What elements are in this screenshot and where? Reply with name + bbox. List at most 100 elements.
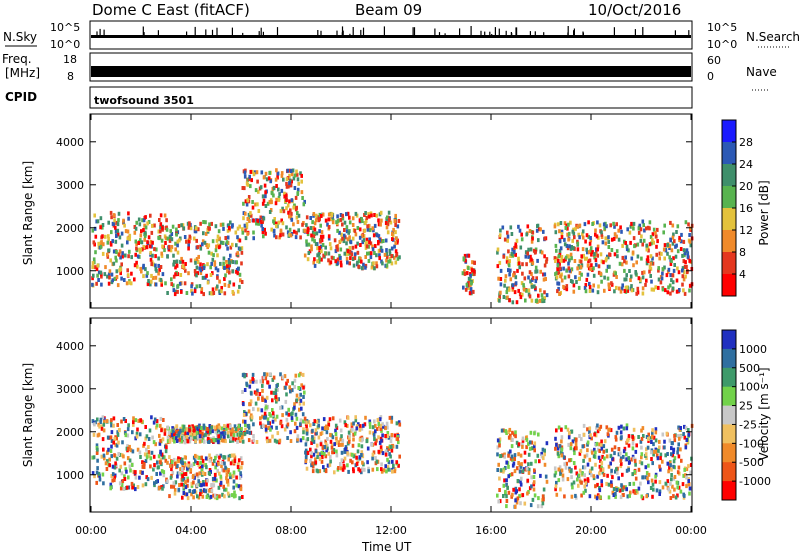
velocity-cell <box>609 461 612 466</box>
velocity-cell <box>139 455 142 459</box>
power-cell <box>264 171 268 176</box>
velocity-cell <box>131 449 135 454</box>
power-cell <box>243 223 247 228</box>
velocity-cell <box>530 461 533 466</box>
velocity-cell <box>611 456 614 461</box>
power-cell <box>216 234 220 239</box>
power-cell <box>555 275 559 280</box>
power-cell <box>120 243 124 248</box>
power-cell <box>577 285 581 290</box>
power-cell <box>258 218 262 223</box>
power-cell <box>176 283 180 288</box>
power-cell <box>334 259 337 264</box>
velocity-cell <box>92 455 96 460</box>
velocity-cell <box>516 479 520 483</box>
power-cell <box>310 233 313 238</box>
power-cell <box>149 282 152 287</box>
velocity-cell <box>513 469 517 474</box>
velocity-cell <box>278 438 282 443</box>
power-cell <box>471 260 474 265</box>
velocity-cell <box>385 421 389 426</box>
power-cell <box>390 254 393 258</box>
velocity-cell <box>350 422 354 427</box>
velocity-cell <box>676 485 679 490</box>
velocity-cell <box>155 419 159 424</box>
velocity-cell <box>208 424 212 428</box>
velocity-cell <box>377 424 381 429</box>
power-cell <box>285 194 288 199</box>
power-cell <box>93 242 96 247</box>
power-cell <box>509 254 512 258</box>
velocity-cell <box>152 440 156 445</box>
beam-title: Beam 09 <box>355 1 422 19</box>
velocity-cell <box>217 428 221 432</box>
power-cell <box>394 223 397 227</box>
velocity-cell <box>239 473 243 478</box>
velocity-cell <box>320 451 324 455</box>
velocity-cell <box>188 428 191 433</box>
velocity-cell <box>302 430 305 435</box>
velocity-cell <box>335 453 339 458</box>
velocity-cell <box>114 442 117 447</box>
power-cell <box>654 285 657 290</box>
power-cell <box>229 245 233 250</box>
power-cell <box>151 223 154 228</box>
power-cell <box>589 238 593 243</box>
power-cell <box>170 245 174 249</box>
power-cell <box>145 273 149 278</box>
power-cell <box>229 220 232 225</box>
velocity-cell <box>651 461 654 466</box>
velocity-cell <box>218 425 221 430</box>
velocity-cell <box>252 438 255 443</box>
power-cell <box>270 200 273 205</box>
power-cell <box>318 229 321 234</box>
velocity-cell <box>360 467 364 472</box>
velocity-cell <box>518 487 521 492</box>
power-cell <box>637 276 641 281</box>
power-cell <box>159 213 163 218</box>
velocity-cell <box>671 453 675 458</box>
velocity-colorbar-swatch <box>722 330 736 350</box>
power-cell <box>174 265 177 270</box>
power-cell <box>101 234 104 239</box>
velocity-cell <box>578 468 582 473</box>
nsearch-tick-low: 10^0 <box>707 38 737 51</box>
power-cell <box>127 280 131 285</box>
power-cell <box>645 226 648 231</box>
power-cell <box>91 261 95 266</box>
power-cell <box>285 177 289 182</box>
velocity-cell <box>387 467 390 472</box>
velocity-cell <box>351 452 354 457</box>
power-cell <box>193 269 197 273</box>
power-cell <box>202 292 205 297</box>
power-cell <box>612 221 615 226</box>
velocity-cell <box>265 395 269 400</box>
cpid-panel: CPID twofsound 3501 <box>5 86 693 109</box>
power-cell <box>367 223 371 228</box>
power-cell <box>367 259 371 263</box>
power-cell <box>677 270 681 275</box>
velocity-cell <box>496 438 500 443</box>
velocity-cell <box>103 456 106 461</box>
velocity-cell <box>321 426 324 431</box>
power-cell <box>506 230 509 235</box>
velocity-cell <box>391 469 394 474</box>
velocity-cell <box>171 426 174 431</box>
power-cell <box>375 253 378 258</box>
power-cell <box>242 216 245 221</box>
velocity-cell <box>148 428 152 433</box>
velocity-cell <box>557 467 561 472</box>
velocity-cell <box>311 428 314 433</box>
power-cell <box>352 263 356 268</box>
power-cell <box>183 281 187 286</box>
power-cell <box>223 266 226 270</box>
velocity-cell <box>673 475 677 479</box>
velocity-cell <box>269 427 272 432</box>
power-cell <box>108 269 112 274</box>
power-cell <box>508 272 511 277</box>
velocity-cell <box>170 467 173 472</box>
power-cell <box>117 211 121 216</box>
power-cell <box>394 213 397 218</box>
velocity-cell <box>653 449 656 454</box>
power-cell <box>249 184 252 189</box>
